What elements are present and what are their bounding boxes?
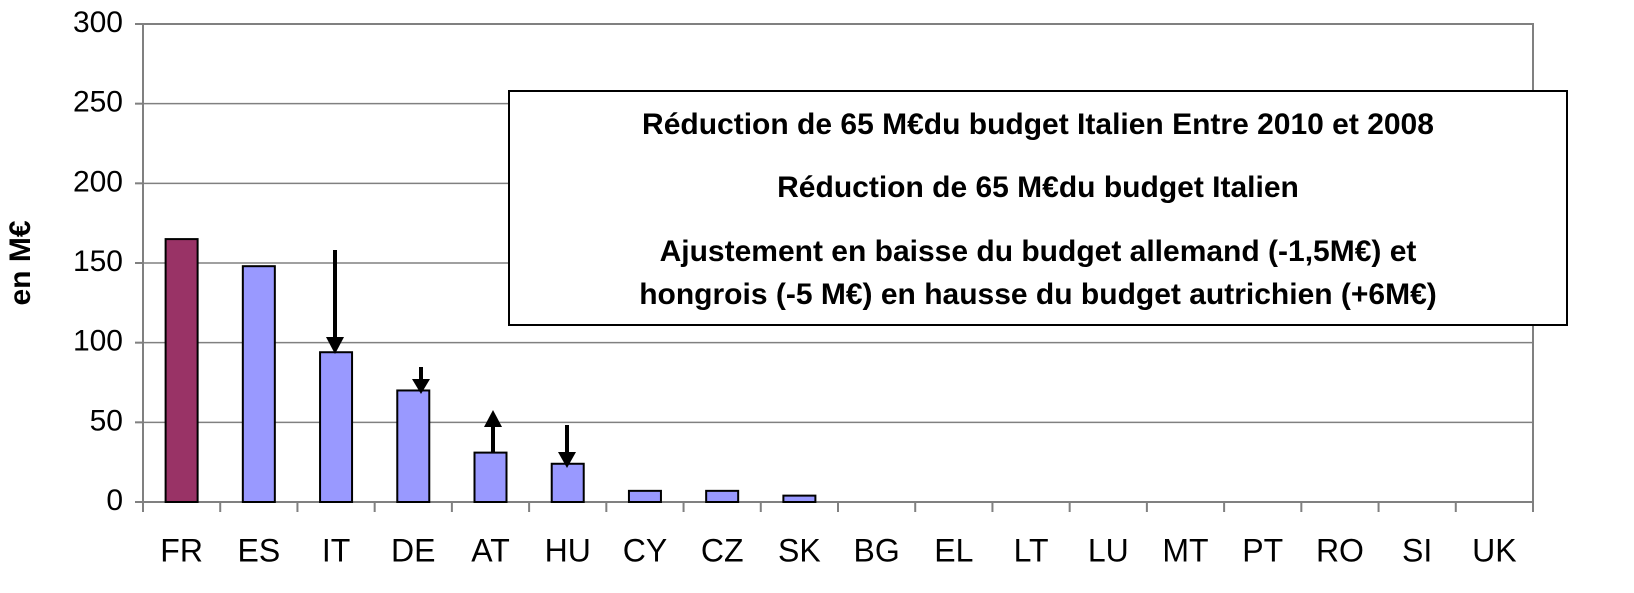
arrow-head <box>484 410 502 427</box>
x-tick-label: LT <box>1014 532 1049 568</box>
y-tick-label: 200 <box>73 165 123 198</box>
x-tick-label: BG <box>853 532 899 568</box>
bar <box>473 451 508 503</box>
x-tick-label: CY <box>623 532 667 568</box>
bar <box>319 351 354 503</box>
x-tick-label: UK <box>1472 532 1516 568</box>
x-tick-label: LU <box>1088 532 1129 568</box>
y-axis-label: en M€ <box>4 220 37 305</box>
bar <box>627 489 662 504</box>
x-tick-label: AT <box>471 532 510 568</box>
annotation: Ajustement en baisse du budget allemand … <box>660 235 1417 268</box>
bar <box>164 238 199 503</box>
bar <box>241 265 276 504</box>
plot: 0 50 100 150 200 250 300 FR ES IT DE AT HU CY CZ SK BG EL… <box>73 6 1534 568</box>
x-tick-label: DE <box>391 532 435 568</box>
arrow-head <box>558 452 576 468</box>
x-tick-label: ES <box>237 532 280 568</box>
bar <box>705 489 740 504</box>
x-tick-label: PT <box>1242 532 1283 568</box>
x-tick-label: SK <box>778 532 821 568</box>
y-tick-label: 300 <box>73 6 123 39</box>
x-tick-label: SI <box>1402 532 1432 568</box>
arrow-head <box>412 379 430 394</box>
bar <box>396 389 431 504</box>
y-tick-label: 100 <box>73 325 123 358</box>
arrows <box>326 250 576 468</box>
y-tick-label: 150 <box>73 245 123 278</box>
x-tick-label: RO <box>1316 532 1364 568</box>
bar <box>782 494 817 504</box>
x-tick-label: MT <box>1162 532 1208 568</box>
arrow-head <box>326 337 344 354</box>
annotation-box <box>508 90 1568 326</box>
y-tick-label: 50 <box>90 404 123 437</box>
x-tick-label: EL <box>934 532 973 568</box>
annotation: Réduction de 65 M€du budget Italien Entr… <box>642 108 1434 141</box>
x-tick-label: IT <box>322 532 350 568</box>
y-tick-label: 250 <box>73 86 123 119</box>
y-tick-label: 0 <box>106 484 123 517</box>
bar <box>550 462 585 504</box>
x-tick-label: HU <box>545 532 591 568</box>
x-tick-label: FR <box>160 532 203 568</box>
annotation: Réduction de 65 M€du budget Italien <box>777 171 1299 204</box>
annotation: hongrois (-5 M€) en hausse du budget aut… <box>639 278 1437 311</box>
x-tick-label: CZ <box>701 532 744 568</box>
